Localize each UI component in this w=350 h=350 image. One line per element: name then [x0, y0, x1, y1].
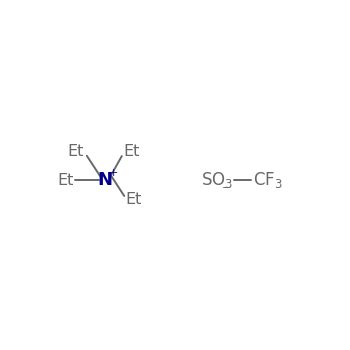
Text: SO$_3$: SO$_3$: [201, 169, 233, 190]
Text: Et: Et: [57, 173, 74, 188]
Text: N: N: [98, 171, 112, 189]
Text: −: −: [222, 183, 231, 193]
Text: Et: Et: [123, 145, 140, 159]
Text: +: +: [109, 168, 118, 177]
Text: Et: Et: [125, 192, 142, 207]
Text: CF$_3$: CF$_3$: [253, 169, 282, 190]
Text: Et: Et: [67, 144, 83, 159]
